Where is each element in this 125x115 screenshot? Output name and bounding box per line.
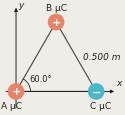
Text: C μC: C μC: [90, 102, 112, 110]
Text: 0.500 m: 0.500 m: [83, 52, 121, 61]
Text: +: +: [11, 87, 21, 97]
Text: x: x: [116, 79, 121, 88]
Text: A μC: A μC: [1, 102, 22, 110]
Text: −: −: [92, 87, 101, 97]
Circle shape: [88, 83, 104, 100]
Text: 60.0°: 60.0°: [30, 74, 52, 83]
Circle shape: [48, 15, 64, 31]
Text: B μC: B μC: [46, 4, 67, 13]
Text: y: y: [18, 1, 24, 10]
Text: +: +: [52, 18, 61, 28]
Circle shape: [8, 83, 24, 100]
